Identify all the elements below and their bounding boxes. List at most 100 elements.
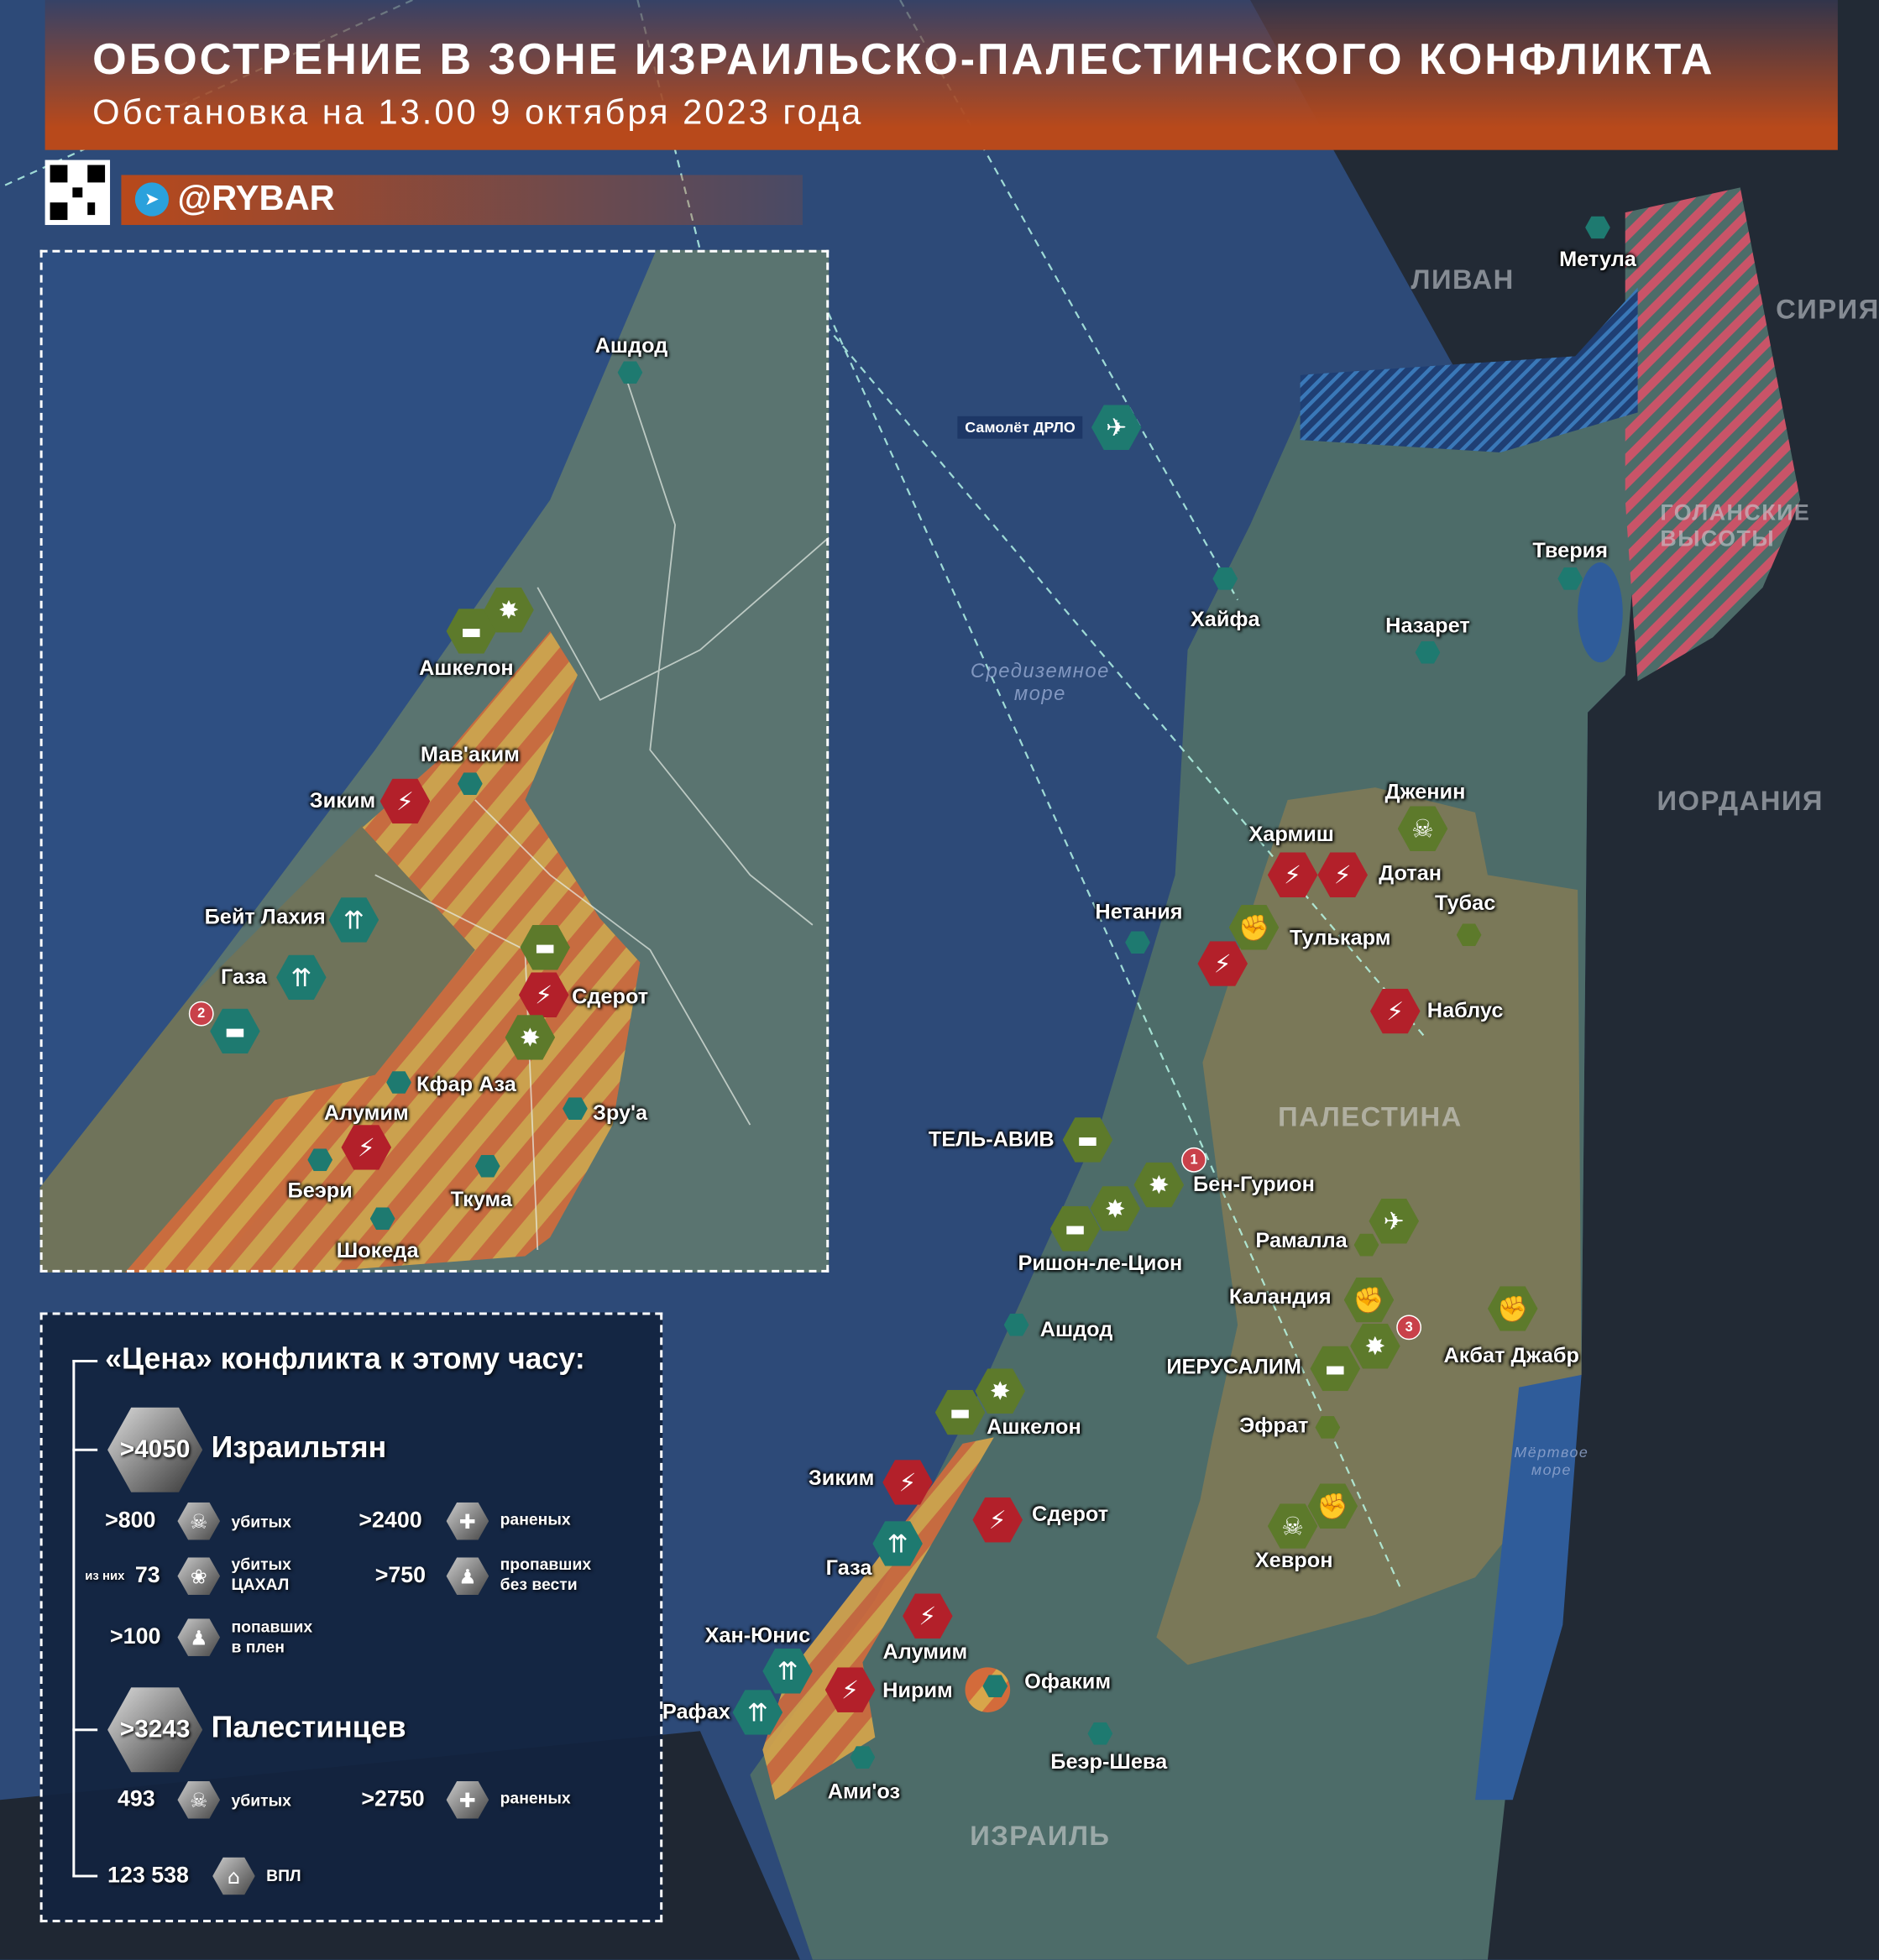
city-label: Дженин bbox=[1384, 780, 1466, 804]
inset-city-label: Ашкелон bbox=[419, 656, 514, 681]
header-banner bbox=[44, 0, 1838, 150]
city-label: Газа bbox=[825, 1555, 872, 1581]
stat-label: убитых bbox=[231, 1790, 291, 1811]
lightning-icon bbox=[989, 1505, 1007, 1535]
rockets-icon bbox=[777, 1656, 798, 1686]
tree-tick bbox=[72, 1360, 98, 1363]
sea-label: Средиземное море bbox=[970, 661, 1110, 705]
tank-icon bbox=[1325, 1356, 1346, 1382]
stat-label: раненых bbox=[500, 1509, 571, 1529]
kneeling-person-icon: ♟ bbox=[446, 1557, 489, 1595]
lebanon-border-zone bbox=[1300, 287, 1638, 453]
fist-icon bbox=[1497, 1294, 1528, 1324]
city-label: Метула bbox=[1559, 247, 1636, 272]
tree-tick bbox=[72, 1874, 98, 1878]
city-label: Ришон-ле-Цион bbox=[1018, 1251, 1183, 1275]
location-marker[interactable] bbox=[1585, 216, 1610, 239]
explosion-icon bbox=[1105, 1194, 1126, 1224]
page-subtitle: Обстановка на 13.00 9 октября 2023 года bbox=[92, 92, 864, 132]
inset-city-label: Зру'а bbox=[592, 1100, 648, 1126]
city-label: Эфрат bbox=[1239, 1414, 1309, 1438]
israeli-total-badge: >4050 bbox=[107, 1407, 203, 1492]
location-marker[interactable] bbox=[1415, 640, 1441, 664]
stat-label: в плен bbox=[231, 1637, 285, 1656]
city-label: Ашдод bbox=[1039, 1317, 1113, 1341]
drone-icon bbox=[1384, 1206, 1405, 1236]
city-label: Тверия bbox=[1532, 538, 1609, 563]
medical-cross-icon: ✚ bbox=[446, 1502, 489, 1540]
inset-city-label: Газа bbox=[220, 964, 267, 989]
inset-city-label: Зиким bbox=[309, 788, 376, 813]
skull-icon: ☠ bbox=[177, 1780, 221, 1819]
inset-conflict-zone bbox=[124, 630, 641, 1273]
numbered-badge[interactable]: 2 bbox=[188, 1001, 214, 1027]
airstrike-marker[interactable] bbox=[732, 1690, 783, 1735]
explosion-icon bbox=[1364, 1331, 1385, 1362]
qr-code[interactable] bbox=[44, 159, 111, 226]
rockets-icon bbox=[887, 1529, 908, 1559]
inset-city-label: Бейт Лахия bbox=[204, 905, 326, 929]
airplane-icon bbox=[1106, 412, 1127, 442]
israeli-killed-value: >800 bbox=[105, 1507, 156, 1533]
tank-icon bbox=[1077, 1126, 1098, 1152]
inset-city-label: Кфар Аза bbox=[416, 1072, 516, 1096]
page-title: ОБОСТРЕНИЕ В ЗОНЕ ИЗРАИЛЬСКО-ПАЛЕСТИНСКО… bbox=[92, 34, 1715, 84]
inset-city-label: Мав'аким bbox=[420, 742, 520, 766]
israelis-label: Израильтян bbox=[211, 1430, 387, 1466]
medical-cross-icon: ✚ bbox=[446, 1780, 489, 1819]
tree-tick bbox=[72, 1448, 98, 1451]
inset-city-label: Беэри bbox=[287, 1179, 353, 1203]
city-label: Сдерот bbox=[1032, 1502, 1109, 1527]
missing-value: >750 bbox=[374, 1562, 427, 1588]
city-label: Акбат Джабр bbox=[1443, 1343, 1580, 1367]
city-label: Нирим bbox=[882, 1678, 953, 1703]
stat-label: пропавших bbox=[500, 1555, 592, 1574]
idf-killed-value: 73 bbox=[134, 1562, 160, 1588]
tank-icon bbox=[461, 618, 482, 644]
country-label: ПАЛЕСТИНА bbox=[1278, 1100, 1463, 1133]
stat-label: попавших bbox=[231, 1617, 313, 1637]
tank-icon bbox=[224, 1018, 245, 1044]
explosion-icon bbox=[520, 1022, 541, 1053]
idp-label: ВПЛ bbox=[266, 1866, 301, 1885]
explosion-icon bbox=[990, 1376, 1011, 1406]
fist-icon bbox=[1317, 1491, 1348, 1521]
region-label: ГОЛАНСКИЕ ВЫСОТЫ bbox=[1660, 499, 1811, 551]
lightning-icon bbox=[396, 787, 414, 817]
city-label: Офаким bbox=[1024, 1670, 1112, 1694]
inset-city-label: Шокеда bbox=[336, 1238, 419, 1262]
fist-icon bbox=[1353, 1285, 1384, 1315]
city-label: ИЕРУСАЛИМ bbox=[1166, 1355, 1301, 1379]
lightning-icon bbox=[841, 1675, 859, 1705]
city-label: Наблус bbox=[1426, 998, 1504, 1023]
rockets-icon bbox=[747, 1697, 768, 1727]
numbered-badge[interactable]: 1 bbox=[1181, 1147, 1206, 1173]
numbered-badge[interactable]: 3 bbox=[1396, 1315, 1422, 1341]
country-label: СИРИЯ bbox=[1776, 293, 1879, 326]
sea-label: Мёртвое море bbox=[1514, 1443, 1589, 1479]
stat-label: раненых bbox=[500, 1788, 571, 1808]
explosion-icon bbox=[1149, 1170, 1170, 1200]
city-label: Алумим bbox=[882, 1639, 968, 1664]
city-label: Хеврон bbox=[1254, 1548, 1333, 1573]
city-label: Бен-Гурион bbox=[1193, 1172, 1315, 1196]
lightning-icon bbox=[919, 1601, 936, 1631]
city-label: Беэр-Шева bbox=[1050, 1749, 1168, 1774]
inset-city-label: Алумим bbox=[323, 1100, 409, 1126]
tree-line bbox=[72, 1360, 76, 1878]
stat-label: ЦАХАЛ bbox=[231, 1575, 290, 1594]
city-label: Назарет bbox=[1385, 614, 1470, 638]
channel-handle[interactable]: @RYBAR bbox=[177, 178, 335, 218]
aircraft-label: Самолёт ДРЛО bbox=[957, 416, 1083, 439]
tank-icon bbox=[1065, 1215, 1086, 1241]
city-label: Ами'оз bbox=[827, 1780, 901, 1804]
tank-icon bbox=[950, 1399, 971, 1425]
city-label: Тубас bbox=[1434, 891, 1496, 915]
lightning-icon bbox=[1214, 949, 1232, 979]
city-label: Нетания bbox=[1095, 900, 1183, 924]
palestinian-killed-value: 493 bbox=[117, 1785, 155, 1811]
city-label: Хайфа bbox=[1190, 607, 1260, 631]
city-label: ТЕЛЬ-АВИВ bbox=[928, 1127, 1055, 1152]
brand-bar bbox=[121, 175, 803, 226]
